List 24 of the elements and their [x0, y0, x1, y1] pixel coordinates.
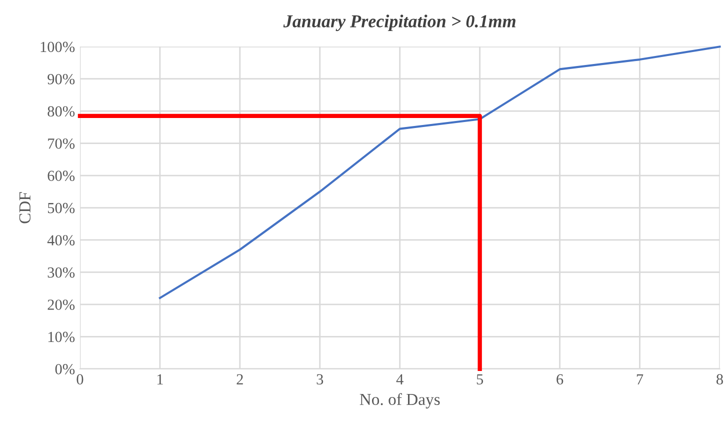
- y-tick-label: 10%: [48, 332, 75, 342]
- y-tick-label: 90%: [48, 74, 75, 84]
- line-series: [158, 46, 721, 300]
- y-axis-title: CDF: [19, 192, 31, 224]
- x-tick-label: 7: [636, 374, 644, 384]
- x-tick-label: 0: [76, 374, 84, 384]
- x-tick-label: 3: [316, 374, 324, 384]
- x-tick-label: 5: [476, 374, 484, 384]
- x-tick-label: 6: [556, 374, 564, 384]
- chart-title: January Precipitation > 0.1mm: [283, 14, 516, 32]
- y-tick-label: 0%: [55, 364, 75, 374]
- y-tick-label: 30%: [48, 267, 75, 278]
- y-tick-label: 40%: [47, 235, 75, 246]
- x-tick-label: 1: [157, 374, 163, 384]
- y-tick-label: 80%: [48, 106, 75, 117]
- x-tick-label: 8: [716, 374, 723, 384]
- x-axis-title: No. of Days: [360, 393, 440, 408]
- y-tick-label: 100%: [40, 42, 75, 52]
- y-tick-label: 20%: [48, 300, 75, 310]
- y-tick-label: 70%: [48, 138, 75, 149]
- y-tick-label: 60%: [48, 170, 75, 182]
- y-tick-label: 50%: [48, 202, 75, 214]
- x-tick-label: 2: [236, 374, 243, 384]
- x-tick-label: 4: [396, 374, 404, 384]
